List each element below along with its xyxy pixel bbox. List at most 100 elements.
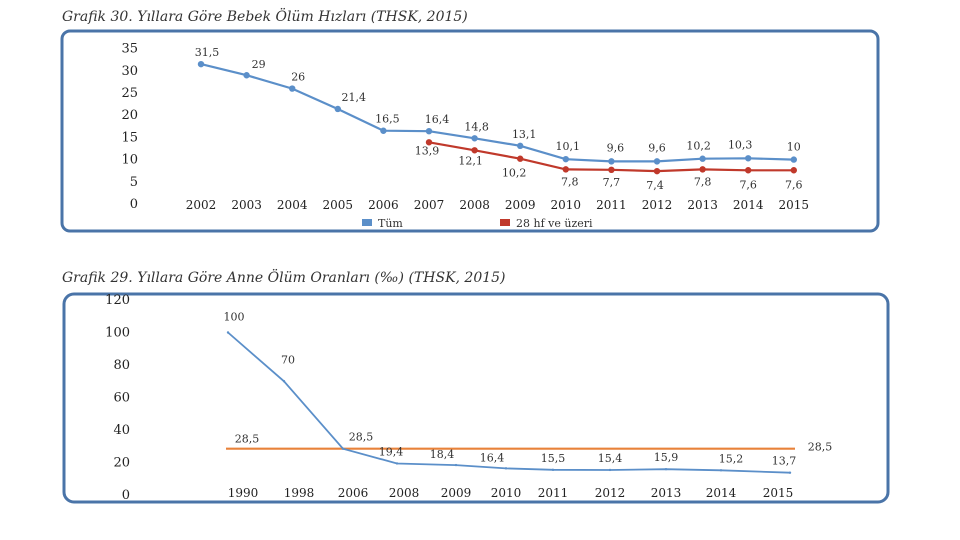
chart1-data-point-0 [289,85,296,92]
chart1-x-tick: 2002 [186,198,217,212]
chart2-series-line-0 [227,331,791,474]
chart1-series-line-0 [200,63,794,163]
chart1-data-label-1: 7,8 [561,175,579,188]
chart1-data-label-0: 10,2 [686,140,711,153]
chart1-data-label-1: 7,6 [739,178,757,191]
chart1-x-tick: 2004 [277,198,308,212]
chart2-caption: Grafik 29. Yıllara Göre Anne Ölüm Oranla… [62,270,506,286]
chart2-frame [62,292,890,504]
chart2-x-tick: 2009 [441,486,472,500]
chart1-y-tick: 20 [121,108,138,123]
chart1-data-point-1 [608,166,615,174]
chart1-data-label-1: 13,9 [415,144,440,157]
chart2-data-label-0: 100 [224,311,245,324]
chart1-x-tick: 2014 [733,198,764,212]
chart1-data-point-1 [517,155,524,162]
chart1-data-point-1 [699,166,706,173]
chart1-data-label-0: 10,1 [556,140,581,153]
chart1-data-label-0: 29 [252,58,266,71]
chart1-data-point-0 [471,135,478,142]
chart1-data-label-1: 10,2 [502,167,527,180]
chart1-data-label-1: 7,7 [603,176,621,189]
chart1: 0 5 10 15 20 25 30 35 2002 2003 2004 2005 2006 2007 20… [121,42,809,230]
chart1-data-point-0 [243,72,250,79]
chart1-x-tick: 2011 [596,198,627,212]
chart1-y-tick: 5 [130,175,138,190]
chart1-data-label-0: 13,1 [512,128,537,141]
chart1-data-point-1 [471,147,478,154]
chart1-data-label-0: 21,4 [342,91,367,104]
chart1-data-point-0 [517,142,524,150]
chart1-x-tick: 2007 [414,198,445,212]
chart1-data-label-1: 7,8 [694,175,712,188]
chart2-y-tick: 100 [105,326,130,341]
chart1-data-point-0 [380,127,387,134]
chart1-data-label-1: 12,1 [458,154,483,167]
chart1-data-label-1: 7,6 [785,178,803,191]
chart1-data-point-0 [197,60,205,68]
chart2-data-point-0 [226,331,230,334]
chart1-x-tick: 2008 [459,198,490,212]
chart1-legend-swatch-0 [362,219,372,226]
chart2-data-point-0 [341,447,345,450]
chart1-data-point-1 [653,167,661,175]
chart1-x-tick: 2006 [368,198,399,212]
chart1-legend-swatch-1 [500,219,510,226]
chart2: 0 20 40 60 80 100 120 1990 1998 2006 2008 2009 2010 2… [105,293,832,503]
chart1-frame [60,29,880,233]
chart2-data-label-0: 15,4 [598,452,623,465]
chart2-data-label-1: 28,5 [235,433,260,446]
chart2-data-label-0: 15,9 [654,451,679,464]
chart1-data-label-0: 10 [787,141,801,154]
chart2-data-label-0: 15,5 [541,452,566,465]
chart1-x-tick: 2005 [323,198,354,212]
chart1-legend-label-1: 28 hf ve üzeri [516,217,593,230]
chart2-y-tick: 0 [122,488,130,503]
chart2-x-tick: 1990 [228,486,259,500]
chart1-y-tick: 30 [121,64,138,79]
chart2-x-tick: 1998 [284,486,315,500]
chart1-y-tick: 0 [130,197,138,212]
chart1-legend-label-0: Tüm [378,217,403,230]
chart1-x-tick: 2003 [231,198,262,212]
chart2-x-tick: 2011 [538,486,569,500]
chart2-x-tick: 2015 [763,486,794,500]
chart1-data-point-0 [790,156,797,163]
chart2-data-label-0: 16,4 [480,451,505,464]
chart2-data-label-0: 19,4 [379,445,404,458]
chart1-y-tick: 10 [121,153,138,168]
chart2-x-tick: 2013 [651,486,682,500]
chart2-y-tick: 40 [113,423,130,438]
chart1-data-label-0: 16,5 [375,113,400,126]
chart1-data-point-0 [699,155,706,162]
chart1-data-label-0: 9,6 [648,141,666,154]
chart1-data-label-1: 7,4 [646,179,664,192]
chart1-y-tick: 25 [121,86,138,101]
chart2-data-point-0 [664,467,668,471]
chart2-data-point-0 [282,380,286,383]
chart1-y-tick: 35 [121,42,138,57]
chart1-x-tick: 2012 [642,198,673,212]
chart2-y-tick: 80 [113,358,130,373]
chart2-data-label-0: 70 [281,353,295,366]
chart1-data-point-1 [562,166,569,173]
chart2-x-tick: 2006 [338,486,369,500]
chart2-x-tick: 2012 [595,486,626,500]
chart1-data-label-0: 9,6 [607,141,625,154]
chart1-data-point-0 [653,158,661,165]
chart2-data-point-0 [788,471,792,474]
chart1-caption: Grafik 30. Yıllara Göre Bebek Ölüm Hızla… [62,9,468,25]
chart2-data-point-0 [608,468,612,472]
chart2-data-label-0: 28,5 [349,431,374,444]
chart1-data-point-0 [425,127,433,135]
chart2-data-point-0 [395,462,399,465]
chart2-data-label-0: 15,2 [719,452,744,465]
chart1-data-point-0 [334,105,341,113]
chart2-data-point-0 [551,468,555,472]
chart1-data-label-0: 31,5 [195,46,220,59]
chart1-data-point-0 [608,158,615,165]
chart1-data-label-0: 14,8 [464,120,489,133]
chart2-y-tick: 120 [105,293,130,308]
chart1-data-label-0: 10,3 [728,138,753,151]
